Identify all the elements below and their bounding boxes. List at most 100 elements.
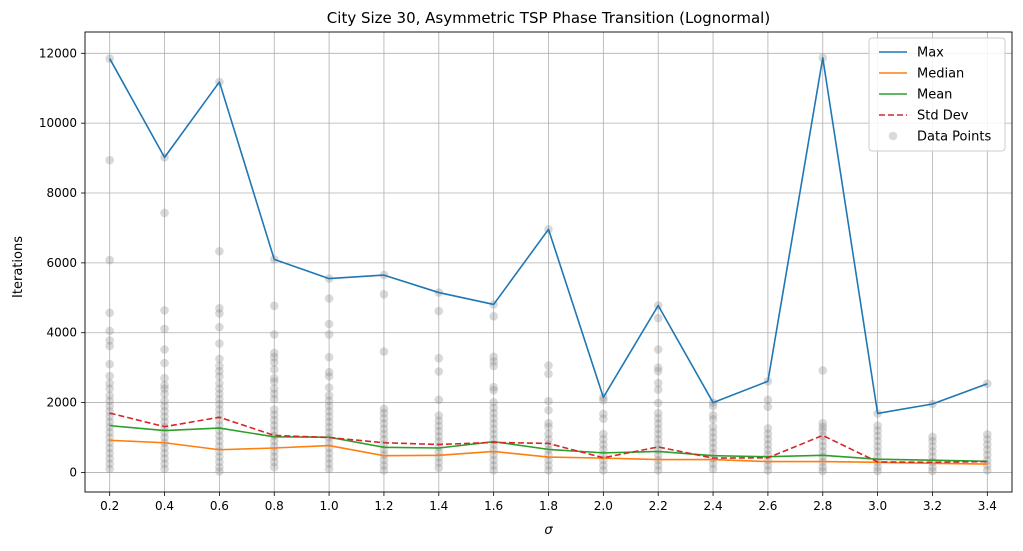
data-point bbox=[379, 461, 389, 470]
data-point bbox=[983, 445, 992, 455]
x-tick-label: 1.2 bbox=[374, 499, 393, 513]
legend-label: Max bbox=[917, 46, 944, 61]
data-point bbox=[160, 389, 169, 399]
legend-label: Data Points bbox=[917, 130, 991, 145]
y-tick-label: 2000 bbox=[46, 396, 77, 410]
data-point bbox=[105, 255, 114, 265]
data-point bbox=[489, 382, 498, 392]
data-point bbox=[160, 373, 169, 383]
data-point bbox=[215, 354, 224, 364]
data-point bbox=[105, 379, 114, 388]
data-point bbox=[160, 208, 169, 218]
data-point bbox=[544, 434, 553, 444]
data-point bbox=[489, 403, 498, 413]
data-point bbox=[653, 461, 663, 470]
data-point bbox=[544, 440, 553, 449]
x-axis-label: σ bbox=[544, 523, 553, 538]
data-point bbox=[818, 418, 828, 428]
y-axis-label: Iterations bbox=[11, 236, 26, 298]
x-tick-label: 1.8 bbox=[539, 499, 558, 513]
series-lines bbox=[108, 57, 988, 465]
data-point bbox=[269, 352, 279, 362]
grid-lines bbox=[85, 32, 1012, 492]
data-point bbox=[105, 308, 114, 318]
data-point bbox=[434, 306, 444, 316]
data-point bbox=[160, 412, 169, 421]
x-tick-label: 2.6 bbox=[758, 499, 777, 513]
data-point bbox=[708, 464, 718, 474]
data-point bbox=[215, 322, 224, 332]
data-point bbox=[215, 384, 224, 393]
data-point bbox=[379, 347, 389, 356]
data-point bbox=[489, 397, 498, 407]
data-point bbox=[160, 380, 169, 390]
data-point bbox=[434, 447, 444, 457]
data-point bbox=[215, 379, 224, 388]
data-point bbox=[763, 395, 773, 405]
data-point bbox=[215, 372, 224, 381]
data-point bbox=[489, 450, 498, 460]
data-point bbox=[434, 432, 444, 441]
data-point bbox=[105, 459, 114, 469]
data-point bbox=[160, 396, 169, 406]
data-point bbox=[489, 312, 498, 321]
data-point bbox=[269, 373, 279, 383]
y-tick-label: 0 bbox=[69, 465, 77, 479]
data-point bbox=[818, 447, 828, 456]
data-point bbox=[324, 417, 334, 427]
data-point bbox=[544, 429, 553, 439]
data-point bbox=[160, 459, 169, 469]
data-point bbox=[544, 466, 553, 475]
y-tick-label: 8000 bbox=[46, 186, 77, 200]
data-point bbox=[653, 366, 663, 376]
x-tick-label: 2.2 bbox=[649, 499, 668, 513]
data-point bbox=[324, 330, 334, 339]
data-point bbox=[105, 54, 114, 63]
data-point bbox=[379, 290, 389, 299]
data-point bbox=[873, 431, 882, 441]
data-point bbox=[324, 422, 334, 432]
data-point bbox=[324, 412, 334, 421]
data-point bbox=[160, 306, 169, 315]
data-point bbox=[379, 404, 389, 414]
data-point bbox=[215, 431, 224, 441]
data-point bbox=[434, 426, 444, 436]
data-point bbox=[379, 466, 389, 475]
legend-label: Median bbox=[917, 67, 964, 82]
data-point bbox=[873, 441, 882, 451]
x-tick-label: 2.8 bbox=[813, 499, 832, 513]
data-point bbox=[489, 357, 498, 366]
data-point bbox=[983, 450, 992, 460]
data-point bbox=[928, 466, 937, 476]
data-point bbox=[599, 434, 608, 444]
data-point bbox=[983, 434, 992, 444]
data-point bbox=[160, 384, 169, 393]
data-point bbox=[708, 459, 718, 469]
data-point bbox=[324, 464, 334, 474]
legend: Max Median Mean Std Dev Data Points bbox=[868, 37, 1006, 152]
data-point bbox=[653, 363, 663, 372]
data-point bbox=[324, 454, 334, 463]
data-point bbox=[873, 426, 882, 435]
series-line-mean bbox=[109, 424, 988, 463]
data-point bbox=[269, 330, 279, 339]
data-point bbox=[873, 447, 882, 456]
data-point bbox=[215, 462, 224, 472]
data-point bbox=[708, 410, 718, 420]
data-point bbox=[215, 247, 224, 256]
data-point bbox=[324, 391, 334, 400]
data-point bbox=[928, 462, 937, 472]
data-point bbox=[105, 359, 114, 369]
data-point bbox=[489, 361, 498, 371]
data-point bbox=[983, 440, 992, 449]
data-point bbox=[324, 427, 334, 437]
data-point bbox=[653, 466, 663, 475]
data-point bbox=[544, 361, 553, 370]
data-point bbox=[544, 455, 553, 465]
data-point bbox=[763, 429, 773, 439]
data-point bbox=[215, 366, 224, 376]
data-point bbox=[215, 394, 224, 404]
data-point bbox=[928, 441, 937, 451]
data-point bbox=[324, 407, 334, 416]
